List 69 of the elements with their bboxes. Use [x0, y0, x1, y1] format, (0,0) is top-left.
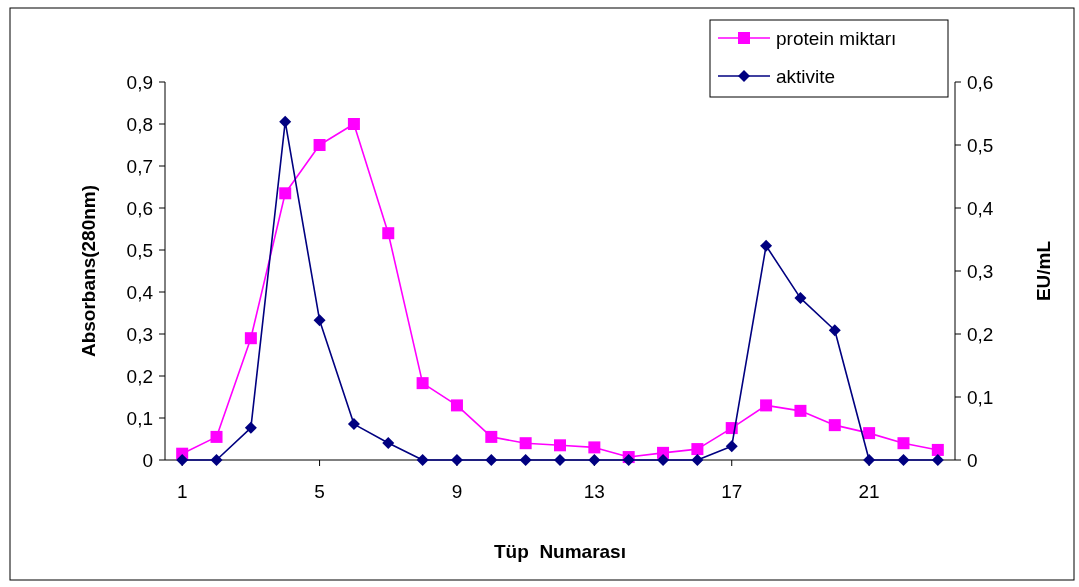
point	[347, 418, 360, 431]
point	[519, 437, 532, 450]
y2-tick-label: 0,2	[967, 324, 994, 345]
point	[244, 332, 257, 345]
y-tick-label: 0,9	[126, 72, 153, 93]
point	[279, 187, 292, 200]
point	[485, 454, 498, 466]
y-tick-label: 0,2	[126, 366, 153, 387]
x-tick-label: 1	[176, 481, 188, 502]
point	[760, 239, 773, 252]
y-tick-label: 0,7	[126, 156, 153, 177]
x-tick-label: 9	[451, 481, 463, 502]
point	[244, 421, 257, 434]
point	[691, 454, 704, 466]
point	[794, 292, 807, 305]
y-tick-label: 0,5	[126, 240, 153, 261]
y-axis-title: Absorbans(280nm)	[78, 184, 99, 358]
point	[691, 443, 704, 456]
y-tick-label: 0,3	[126, 324, 153, 345]
point	[554, 454, 566, 466]
point	[863, 427, 876, 440]
y-tick-label: 0,1	[126, 408, 153, 429]
point	[450, 399, 463, 412]
point	[382, 436, 395, 449]
point	[725, 440, 738, 453]
point	[210, 454, 223, 466]
x-axis-title: Tüp Numarası	[494, 541, 626, 562]
y2-tick-label: 0	[967, 450, 978, 471]
x-tick-label: 5	[314, 481, 325, 502]
point	[347, 118, 360, 130]
y2-axis-title: EU/mL	[1033, 240, 1054, 302]
point	[416, 377, 429, 390]
point	[897, 454, 910, 466]
x-tick-label: 21	[858, 481, 880, 502]
y-tick-label: 0,6	[126, 198, 153, 219]
point	[794, 404, 807, 417]
point	[210, 430, 223, 443]
x-tick-label: 17	[721, 481, 743, 502]
point	[760, 399, 773, 412]
y2-tick-label: 0,3	[967, 261, 994, 282]
point	[313, 314, 326, 327]
point	[176, 454, 189, 466]
y2-tick-label: 0,5	[967, 135, 994, 156]
legend-label: aktivite	[776, 66, 836, 87]
point	[485, 430, 498, 443]
point	[931, 454, 944, 466]
point	[828, 419, 841, 432]
point	[588, 441, 601, 454]
y-tick-label: 0	[142, 450, 153, 471]
y2-tick-label: 0,4	[967, 198, 994, 219]
point	[588, 454, 601, 466]
y-tick-label: 0,4	[126, 282, 154, 303]
point	[313, 139, 326, 151]
point	[828, 324, 841, 337]
legend-label: protein miktarı	[776, 28, 897, 49]
point	[416, 454, 429, 466]
point	[554, 439, 566, 452]
point	[897, 437, 910, 450]
point	[863, 454, 876, 466]
y2-tick-label: 0,6	[967, 72, 994, 93]
point	[931, 443, 944, 456]
point	[519, 454, 532, 466]
point	[382, 227, 395, 240]
point	[279, 115, 292, 128]
point	[450, 454, 463, 466]
point	[657, 454, 670, 466]
y2-tick-label: 0,1	[967, 387, 994, 408]
y-tick-label: 0,8	[126, 114, 153, 135]
x-tick-label: 13	[583, 481, 605, 502]
